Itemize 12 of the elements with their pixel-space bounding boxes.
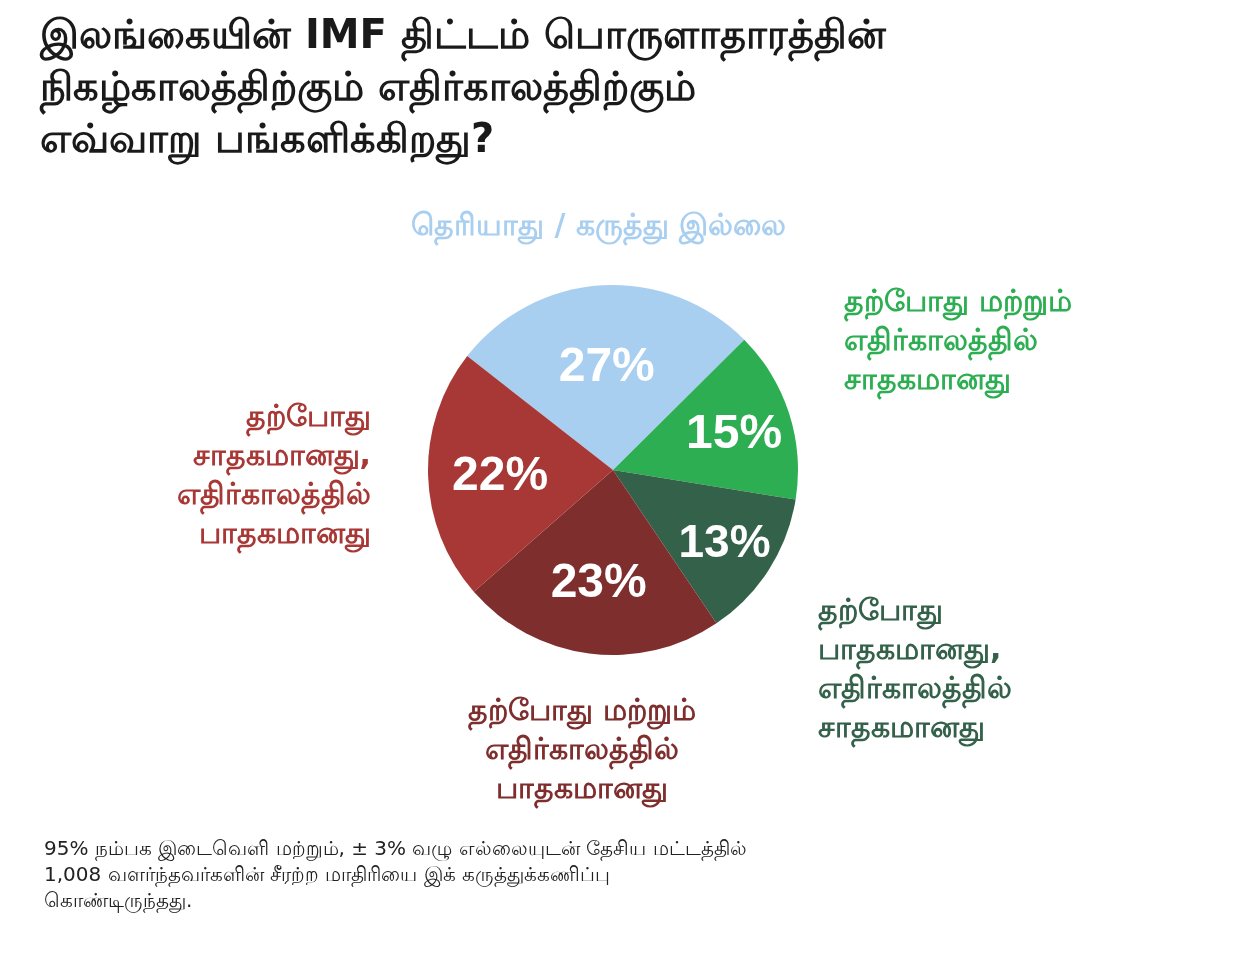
- slice-label: தெரியாது / கருத்து இல்லை: [411, 207, 787, 246]
- data-label: 15%: [686, 404, 783, 458]
- chart-title: இலங்கையின் IMF திட்டம் பொருளாதாரத்தின் நிகழ்காலத்திற்கும் எதிர்காலத்திற்கும் எவ்வாறு பங்களிக்கிறது?: [39, 11, 887, 166]
- slice-label: தற்போது சாதகமானது, எதிர்காலத்தில் பாதகமானது: [177, 398, 371, 554]
- slice-label: தற்போது பாதகமானது, எதிர்காலத்தில் சாதகமானது: [818, 592, 1012, 748]
- data-label: 27%: [558, 337, 655, 391]
- text: 95% நம்பக இடைவெளி மற்றும், ± 3% வழு எல்லையுடன் தேசிய மட்டத்தில் 1,008 வளர்ந்தவர்களின் சீரற்ற மாதிரியை இக் கருத்துக்கணிப்பு கொண்டிருந்தது.: [44, 836, 747, 913]
- data-label: 23%: [550, 553, 647, 607]
- data-label: 13%: [678, 515, 771, 568]
- data-label: 22%: [452, 446, 549, 500]
- slice-label: தற்போது மற்றும் எதிர்காலத்தில் சாதகமானது: [844, 283, 1073, 400]
- slice-label: தற்போது மற்றும் எதிர்காலத்தில் பாதகமானது: [468, 692, 697, 809]
